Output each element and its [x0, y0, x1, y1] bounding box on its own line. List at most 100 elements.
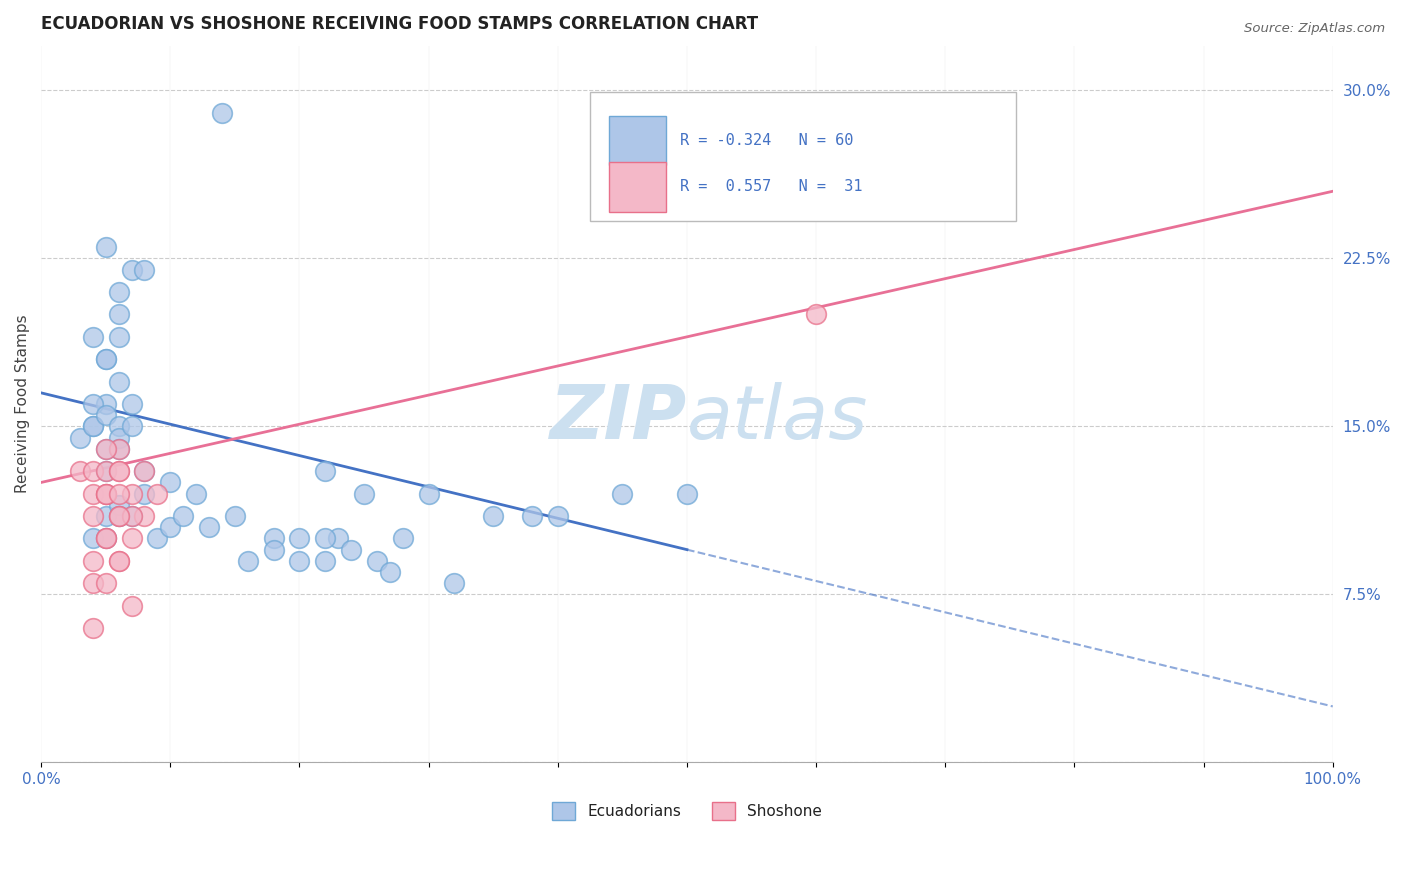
Point — [121, 419, 143, 434]
Point — [184, 486, 207, 500]
Point — [94, 464, 117, 478]
Point — [804, 308, 827, 322]
Point — [121, 509, 143, 524]
FancyBboxPatch shape — [591, 92, 1017, 221]
Point — [107, 431, 129, 445]
Point — [121, 397, 143, 411]
Point — [418, 486, 440, 500]
Point — [107, 554, 129, 568]
Point — [94, 397, 117, 411]
Point — [121, 486, 143, 500]
Point — [391, 532, 413, 546]
Point — [94, 486, 117, 500]
Point — [94, 532, 117, 546]
Text: R =  0.557   N =  31: R = 0.557 N = 31 — [681, 179, 863, 194]
Point — [288, 554, 311, 568]
Point — [82, 532, 104, 546]
Point — [146, 532, 169, 546]
Text: R = -0.324   N = 60: R = -0.324 N = 60 — [681, 133, 853, 148]
Point — [82, 330, 104, 344]
Point — [94, 509, 117, 524]
Point — [443, 576, 465, 591]
Point — [107, 498, 129, 512]
Point — [94, 532, 117, 546]
Point — [263, 542, 285, 557]
Text: Source: ZipAtlas.com: Source: ZipAtlas.com — [1244, 22, 1385, 36]
Point — [94, 442, 117, 456]
Point — [366, 554, 388, 568]
Y-axis label: Receiving Food Stamps: Receiving Food Stamps — [15, 315, 30, 493]
Point — [211, 106, 233, 120]
Point — [94, 532, 117, 546]
Point — [134, 509, 156, 524]
Point — [288, 532, 311, 546]
Point — [482, 509, 505, 524]
Point — [94, 576, 117, 591]
Point — [82, 464, 104, 478]
Point — [107, 554, 129, 568]
Point — [378, 565, 401, 579]
Point — [121, 599, 143, 613]
Point — [94, 352, 117, 367]
Point — [107, 375, 129, 389]
Point — [314, 532, 336, 546]
FancyBboxPatch shape — [609, 116, 666, 165]
Point — [94, 409, 117, 423]
Point — [107, 464, 129, 478]
Point — [263, 532, 285, 546]
Point — [82, 621, 104, 635]
Point — [107, 308, 129, 322]
Legend: Ecuadorians, Shoshone: Ecuadorians, Shoshone — [546, 796, 828, 827]
Point — [121, 262, 143, 277]
Point — [82, 576, 104, 591]
Point — [159, 475, 181, 490]
Point — [121, 509, 143, 524]
Point — [198, 520, 221, 534]
Point — [94, 486, 117, 500]
Point — [107, 285, 129, 299]
Point — [107, 509, 129, 524]
Point — [612, 486, 634, 500]
Point — [134, 486, 156, 500]
Point — [107, 442, 129, 456]
Point — [676, 486, 699, 500]
Point — [107, 464, 129, 478]
Point — [224, 509, 246, 524]
Point — [328, 532, 350, 546]
Point — [107, 330, 129, 344]
Point — [547, 509, 569, 524]
Point — [69, 464, 91, 478]
Point — [107, 486, 129, 500]
Point — [82, 419, 104, 434]
Text: ECUADORIAN VS SHOSHONE RECEIVING FOOD STAMPS CORRELATION CHART: ECUADORIAN VS SHOSHONE RECEIVING FOOD ST… — [41, 15, 758, 33]
Point — [94, 352, 117, 367]
Point — [82, 486, 104, 500]
Point — [94, 464, 117, 478]
FancyBboxPatch shape — [609, 162, 666, 212]
Point — [82, 419, 104, 434]
Point — [134, 464, 156, 478]
Point — [69, 431, 91, 445]
Point — [314, 464, 336, 478]
Point — [314, 554, 336, 568]
Point — [121, 532, 143, 546]
Point — [520, 509, 543, 524]
Point — [353, 486, 375, 500]
Point — [134, 262, 156, 277]
Point — [172, 509, 194, 524]
Point — [340, 542, 363, 557]
Text: ZIP: ZIP — [550, 382, 688, 455]
Point — [94, 442, 117, 456]
Point — [82, 397, 104, 411]
Point — [159, 520, 181, 534]
Point — [82, 509, 104, 524]
Point — [94, 486, 117, 500]
Point — [107, 509, 129, 524]
Point — [94, 240, 117, 254]
Point — [134, 464, 156, 478]
Point — [82, 554, 104, 568]
Point — [146, 486, 169, 500]
Text: atlas: atlas — [688, 383, 869, 454]
Point — [107, 509, 129, 524]
Point — [107, 442, 129, 456]
